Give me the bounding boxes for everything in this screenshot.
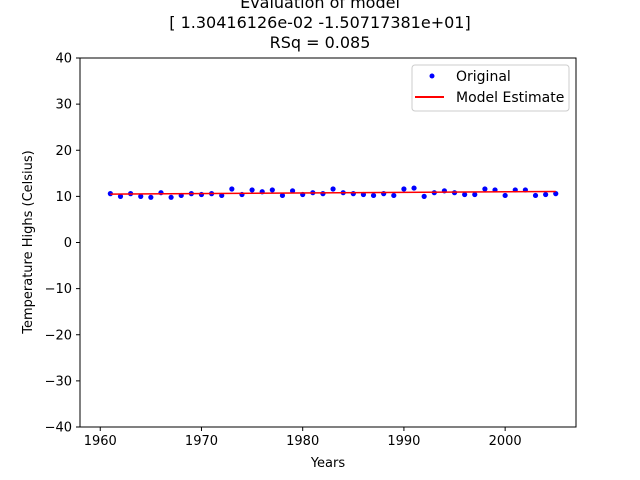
y-axis-label: Temperature Highs (Celsius) [21,150,36,335]
y-tick-label: −30 [45,374,72,389]
data-point-original [269,187,275,193]
y-tick-label: 0 [64,236,72,251]
data-point-original [532,192,539,199]
data-point-original [553,191,559,197]
data-point-original [289,188,296,194]
x-axis-label: Years [310,456,346,471]
data-point-original [472,191,478,198]
data-point-original [462,191,468,198]
y-tick-label: −20 [45,328,72,343]
data-point-original [138,193,144,199]
legend-label-model-estimate: Model Estimate [456,90,564,106]
legend-box [411,64,570,112]
x-tick-label: 1960 [84,434,117,449]
legend-marker-original [429,73,435,79]
y-tick-label: 20 [55,144,72,159]
data-point-original [168,194,174,200]
data-point-original [117,193,124,199]
data-point-original [391,192,397,199]
y-tick-label: −10 [45,282,72,297]
data-point-original [543,191,549,198]
legend: Original Model Estimate [411,64,570,112]
y-tick-label: 30 [55,98,72,113]
data-point-original [148,194,154,200]
data-point-original [229,186,235,192]
chart-title-line-3: RSq = 0.085 [269,33,371,52]
data-point-original [421,193,427,199]
y-tick-label: 40 [55,52,72,67]
x-tick-label: 2000 [489,434,522,449]
data-point-original [370,192,377,199]
y-tick-label: 10 [55,190,72,205]
data-point-original [249,187,255,193]
plot-frame [79,57,577,428]
data-point-original [330,186,336,192]
data-point-original [350,191,356,197]
chart-title-line-2: [ 1.30416126e-02 -1.50717381e+01] [169,13,471,32]
chart-title-line-1: Evaluation of model [240,0,400,12]
x-tick-label: 1970 [185,434,218,449]
legend-label-original: Original [456,69,511,85]
data-point-original [502,192,508,199]
data-point-original [482,186,488,192]
model-estimate-line [110,190,556,195]
data-point-original [411,185,417,191]
data-point-original [198,191,205,198]
data-point-original [401,186,407,192]
plot-area [80,58,576,427]
x-tick-label: 1990 [387,434,420,449]
data-point-original [279,192,286,199]
y-tick-label: −40 [45,421,72,436]
data-point-original [320,191,326,197]
x-tick-label: 1980 [286,434,319,449]
